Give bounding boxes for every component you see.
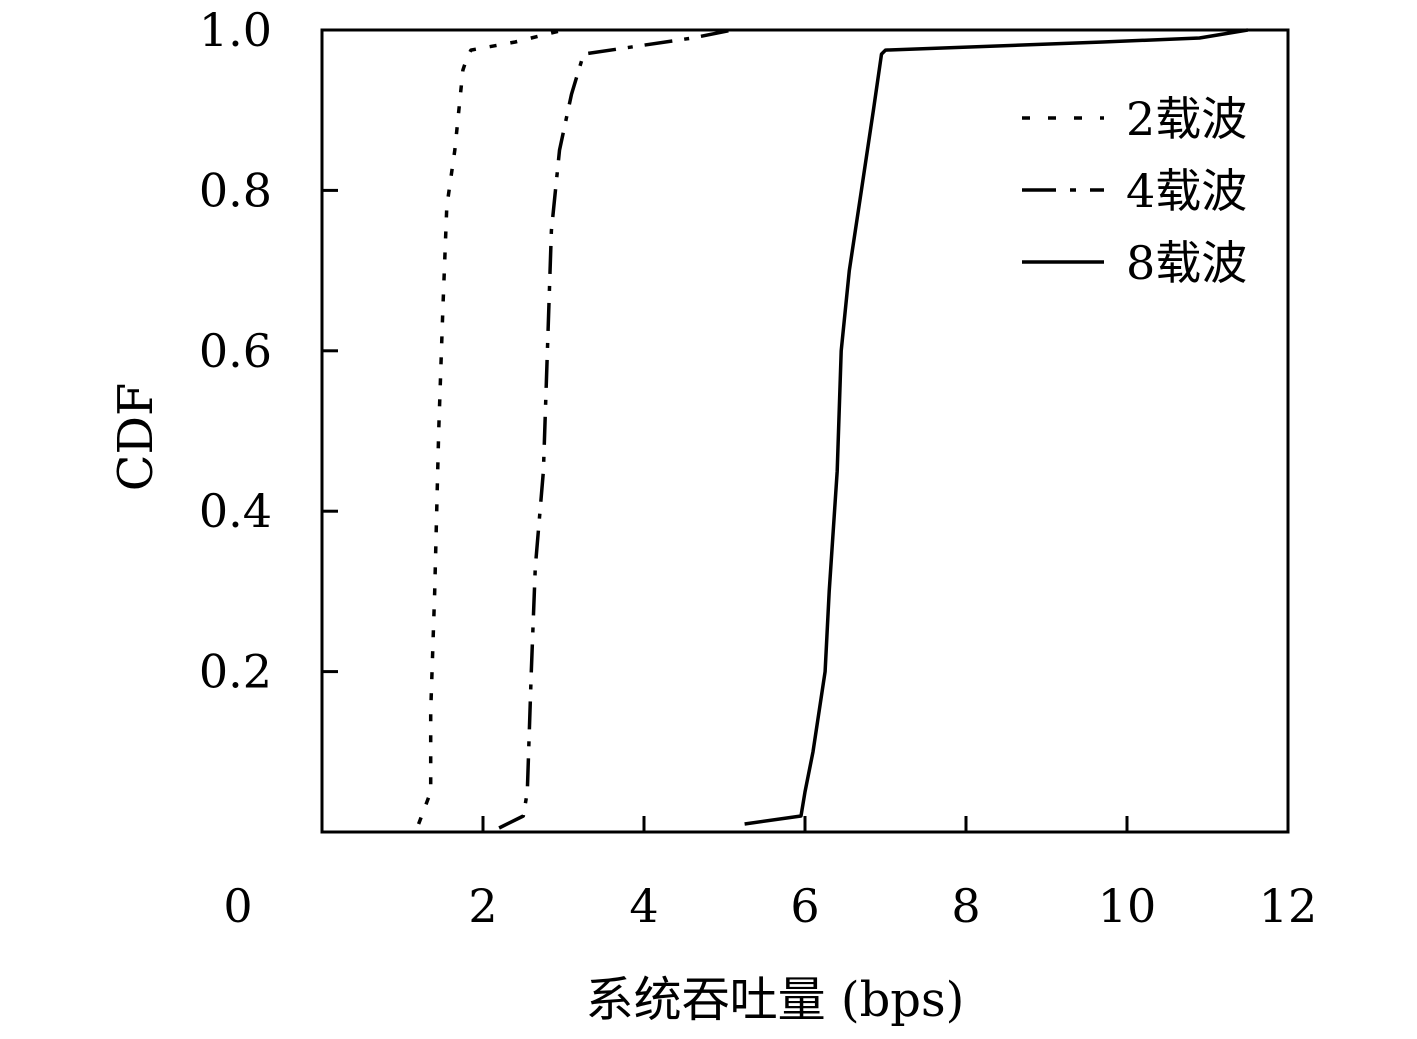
- x-tick-label: 10: [1098, 879, 1157, 933]
- y-axis-ticks: 0.2 0.4 0.6 0.8 1.0: [199, 3, 338, 699]
- x-tick-label: 12: [1259, 879, 1318, 933]
- x-tick-label: 0: [223, 879, 252, 933]
- x-tick-label: 6: [790, 879, 819, 933]
- y-tick-label: 0.2: [199, 645, 272, 699]
- series-line-1: [416, 28, 564, 825]
- x-tick-label: 4: [629, 879, 658, 933]
- legend-label: 2载波: [1126, 92, 1247, 146]
- legend: 2载波 4载波 8载波: [1022, 92, 1247, 290]
- x-tick-label: 2: [468, 879, 497, 933]
- y-axis-label: CDF: [108, 383, 164, 492]
- x-tick-label: 8: [951, 879, 980, 933]
- series-line-3: [744, 28, 1249, 826]
- plot-frame: [320, 28, 1290, 834]
- y-tick-label: 0.4: [199, 484, 272, 538]
- legend-label: 4载波: [1126, 164, 1247, 218]
- y-tick-label: 0.6: [199, 324, 272, 378]
- series-line-2: [498, 28, 733, 830]
- legend-label: 8载波: [1126, 236, 1247, 290]
- x-axis-label: 系统吞吐量 (bps): [586, 972, 965, 1028]
- y-tick-label: 1.0: [199, 3, 272, 57]
- x-axis-ticks: 0 2 4 6 8 10 12: [223, 816, 1317, 933]
- y-tick-label: 0.8: [199, 163, 272, 217]
- series-layer: [416, 28, 1249, 830]
